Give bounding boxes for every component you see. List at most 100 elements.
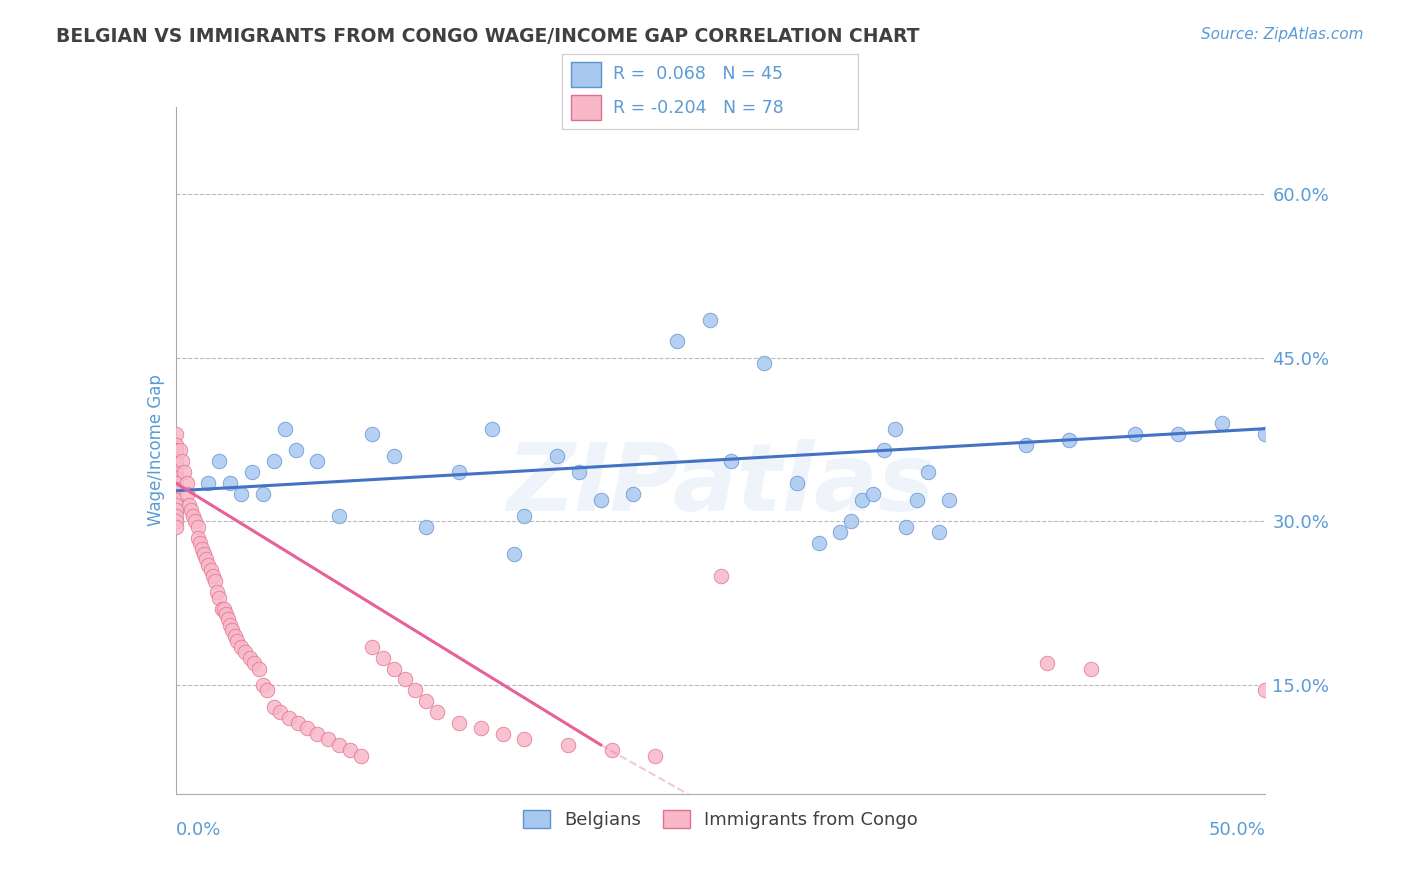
Point <box>415 694 437 708</box>
Point <box>231 640 253 654</box>
Point <box>307 454 329 468</box>
Text: 50.0%: 50.0% <box>1209 822 1265 839</box>
Point <box>235 645 257 659</box>
Point <box>165 482 187 496</box>
Point <box>339 743 361 757</box>
Point <box>754 356 776 370</box>
Point <box>621 487 644 501</box>
Point <box>720 454 742 468</box>
Point <box>873 443 896 458</box>
Point <box>231 487 253 501</box>
Point <box>186 531 209 545</box>
Point <box>568 465 591 479</box>
Point <box>447 465 470 479</box>
Point <box>862 487 884 501</box>
Point <box>243 656 266 670</box>
Text: 0.0%: 0.0% <box>176 822 221 839</box>
Point <box>938 492 960 507</box>
Text: ZIPatlas: ZIPatlas <box>506 439 935 531</box>
Point <box>177 498 200 512</box>
Point <box>328 508 350 523</box>
Point <box>589 492 612 507</box>
Point <box>217 612 239 626</box>
Point <box>269 705 291 719</box>
Point <box>221 624 243 638</box>
Point <box>371 650 394 665</box>
Bar <box>571 62 600 87</box>
Point <box>360 427 382 442</box>
Point <box>415 520 437 534</box>
Point <box>644 748 666 763</box>
Point <box>1036 656 1059 670</box>
Point <box>165 443 187 458</box>
Point <box>1167 427 1189 442</box>
Point <box>1211 416 1233 430</box>
Point <box>405 683 427 698</box>
Point <box>181 508 204 523</box>
Point <box>165 476 187 491</box>
Point <box>252 678 274 692</box>
Point <box>211 601 233 615</box>
Point <box>841 514 863 528</box>
Point <box>165 438 187 452</box>
Text: BELGIAN VS IMMIGRANTS FROM CONGO WAGE/INCOME GAP CORRELATION CHART: BELGIAN VS IMMIGRANTS FROM CONGO WAGE/IN… <box>56 27 920 45</box>
Point <box>263 699 285 714</box>
Point <box>284 443 307 458</box>
Point <box>193 547 215 561</box>
Point <box>204 574 226 589</box>
Point <box>917 465 939 479</box>
Point <box>1080 661 1102 675</box>
Point <box>274 422 297 436</box>
Point <box>263 454 285 468</box>
Point <box>191 541 214 556</box>
Bar <box>571 95 600 120</box>
Legend: Belgians, Immigrants from Congo: Belgians, Immigrants from Congo <box>516 803 925 837</box>
Point <box>225 634 247 648</box>
Point <box>699 312 721 326</box>
Point <box>905 492 928 507</box>
Point <box>188 536 211 550</box>
Point <box>470 722 492 736</box>
Point <box>382 449 405 463</box>
Point <box>666 334 689 349</box>
Point <box>169 443 191 458</box>
Point <box>247 661 270 675</box>
Point <box>447 716 470 731</box>
Point <box>173 465 195 479</box>
Point <box>786 476 808 491</box>
Point <box>215 607 238 621</box>
Point <box>295 722 318 736</box>
Point <box>200 563 222 577</box>
Point <box>197 558 219 572</box>
Point <box>165 514 187 528</box>
Point <box>278 710 301 724</box>
Point <box>180 503 202 517</box>
Point <box>165 508 187 523</box>
Point <box>600 743 623 757</box>
Point <box>184 514 207 528</box>
Point <box>212 601 235 615</box>
Point <box>382 661 405 675</box>
Point <box>1254 427 1277 442</box>
Point <box>928 525 950 540</box>
Point <box>224 629 246 643</box>
Point <box>195 552 218 566</box>
Point <box>307 727 329 741</box>
Point <box>287 716 309 731</box>
Point <box>513 732 536 747</box>
Point <box>176 487 198 501</box>
Point <box>256 683 278 698</box>
Point <box>197 476 219 491</box>
Text: R =  0.068   N = 45: R = 0.068 N = 45 <box>613 65 783 83</box>
Point <box>546 449 568 463</box>
Point <box>208 591 231 605</box>
Point <box>557 738 579 752</box>
Point <box>1254 683 1277 698</box>
Point <box>884 422 907 436</box>
Point <box>851 492 873 507</box>
Point <box>172 454 194 468</box>
Point <box>186 520 209 534</box>
Point <box>239 650 262 665</box>
Point <box>492 727 515 741</box>
Point <box>830 525 852 540</box>
